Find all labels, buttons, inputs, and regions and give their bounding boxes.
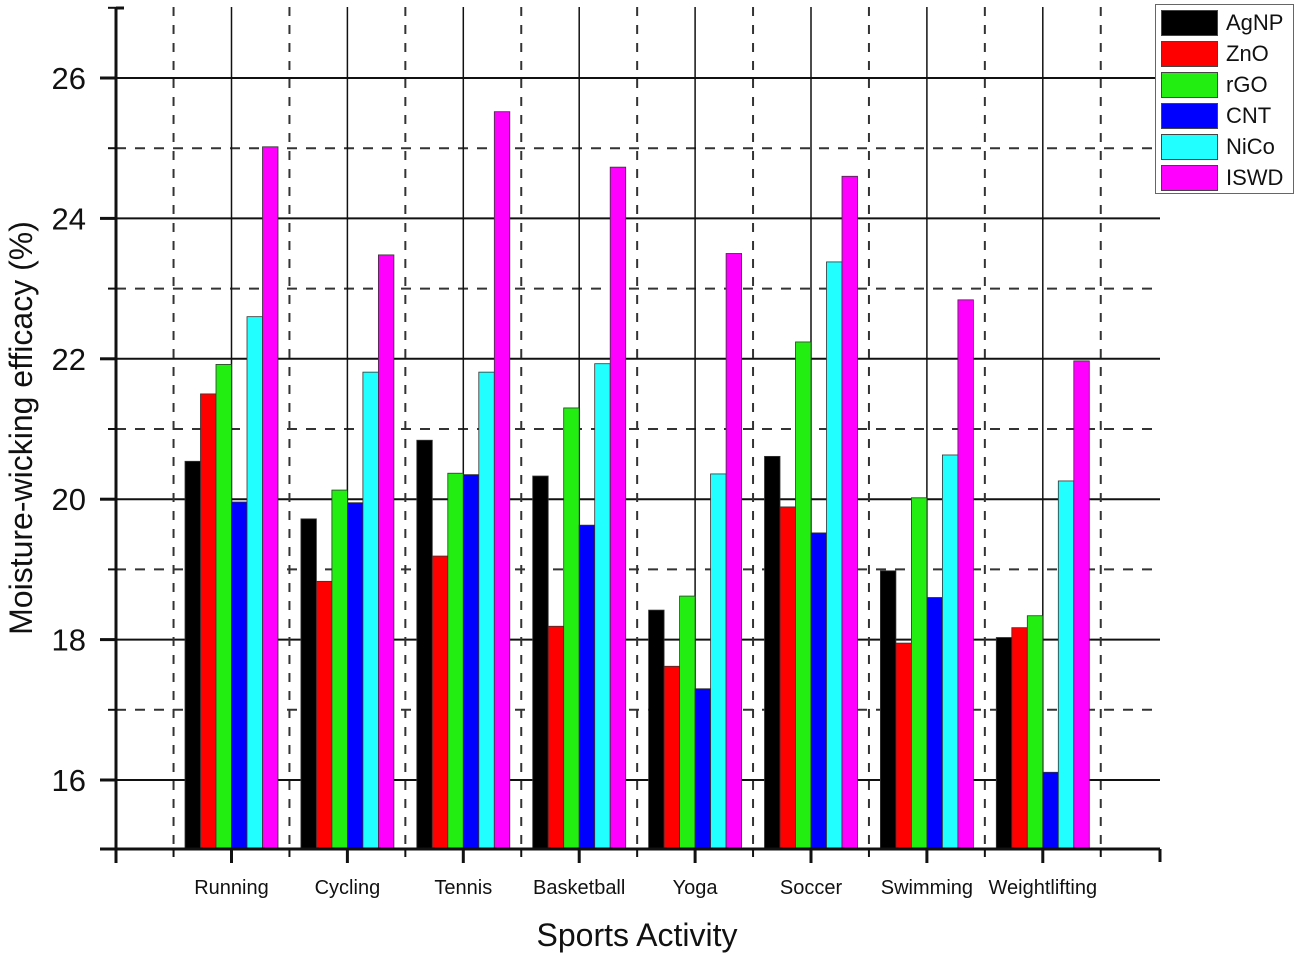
bar-zno-running <box>200 393 217 850</box>
bar-zno-soccer <box>779 506 796 850</box>
bar-agnp-tennis <box>416 439 433 850</box>
legend-swatch <box>1161 165 1218 191</box>
bar-agnp-running <box>184 460 201 850</box>
bars <box>184 111 1090 850</box>
bar-nico-cycling <box>362 371 379 850</box>
y-tick-label: 20 <box>52 482 86 517</box>
bar-nico-basketball <box>594 363 611 850</box>
bar-agnp-yoga <box>648 609 665 850</box>
bar-iswd-cycling <box>377 254 395 850</box>
bar-iswd-running <box>262 146 279 850</box>
bar-rgo-yoga <box>679 595 696 850</box>
legend-item-agnp: AgNP <box>1161 9 1283 37</box>
legend-label: CNT <box>1226 103 1272 128</box>
bar-agnp-cycling <box>300 518 317 850</box>
bar-agnp-weightlifting <box>995 637 1013 850</box>
bar-rgo-swimming <box>911 497 928 850</box>
bar-cnt-basketball <box>578 524 596 850</box>
y-axis-ticks: 16 18 20 22 24 26 <box>52 6 116 798</box>
bar-zno-weightlifting <box>1011 627 1028 850</box>
legend-swatch <box>1161 72 1218 98</box>
y-tick-label: 24 <box>52 201 86 236</box>
bar-iswd-basketball <box>609 166 627 850</box>
legend-item-nico: NiCo <box>1161 133 1275 161</box>
bar-cnt-swimming <box>926 597 943 850</box>
legend-item-zno: ZnO <box>1161 40 1269 68</box>
bar-nico-tennis <box>478 371 495 850</box>
x-tick-label-swimming: Swimming <box>881 877 973 899</box>
bar-cnt-tennis <box>462 474 480 850</box>
bar-agnp-basketball <box>532 475 549 850</box>
bar-zno-yoga <box>663 665 680 850</box>
x-axis-label: Sports Activity <box>537 917 738 953</box>
bar-nico-weightlifting <box>1057 480 1075 850</box>
bar-agnp-soccer <box>764 455 781 850</box>
x-tick-label-soccer: Soccer <box>780 877 843 899</box>
bar-nico-soccer <box>826 261 843 850</box>
legend: AgNP ZnO rGO CNT NiCo ISWD <box>1155 4 1294 194</box>
x-tick-label-basketball: Basketball <box>533 877 625 899</box>
y-tick-label: 26 <box>52 61 86 96</box>
bar-iswd-swimming <box>957 299 974 850</box>
bar-iswd-weightlifting <box>1073 360 1090 850</box>
x-tick-label-running: Running <box>194 877 269 899</box>
bar-zno-cycling <box>315 580 333 850</box>
bar-nico-swimming <box>942 454 959 850</box>
legend-swatch <box>1161 103 1218 129</box>
bar-zno-basketball <box>547 625 565 850</box>
bar-nico-running <box>246 316 263 850</box>
legend-swatch <box>1161 41 1218 67</box>
x-tick-label-tennis: Tennis <box>434 877 492 899</box>
legend-label: AgNP <box>1226 10 1284 35</box>
bar-rgo-cycling <box>331 489 348 850</box>
bar-zno-swimming <box>895 642 912 850</box>
bar-cnt-weightlifting <box>1042 771 1059 850</box>
y-tick-label: 22 <box>52 342 86 377</box>
x-axis-ticks: Running Cycling Tennis Basketball Yoga Soccer… <box>114 849 1102 899</box>
bar-rgo-basketball <box>563 407 580 850</box>
y-axis-label: Moisture-wicking efficacy (%) <box>3 221 39 635</box>
bar-rgo-weightlifting <box>1026 615 1044 850</box>
y-tick-label: 18 <box>52 623 86 658</box>
y-tick-label: 16 <box>52 763 86 798</box>
legend-item-rgo: rGO <box>1161 71 1268 99</box>
x-tick-label-yoga: Yoga <box>673 877 719 899</box>
legend-label: rGO <box>1226 72 1268 97</box>
bar-cnt-cycling <box>346 502 364 850</box>
bar-iswd-yoga <box>725 253 742 850</box>
bar-cnt-yoga <box>694 688 711 850</box>
legend-label: NiCo <box>1226 134 1275 159</box>
bar-nico-yoga <box>710 473 727 850</box>
bar-zno-tennis <box>431 555 449 850</box>
legend-item-iswd: ISWD <box>1161 164 1283 192</box>
bar-cnt-running <box>231 501 248 850</box>
x-tick-label-weightlifting: Weightlifting <box>989 877 1098 899</box>
legend-swatch <box>1161 10 1218 36</box>
legend-swatch <box>1161 134 1218 160</box>
x-tick-label-cycling: Cycling <box>315 877 381 899</box>
bar-iswd-soccer <box>841 175 858 850</box>
bar-rgo-tennis <box>447 472 464 850</box>
legend-label: ZnO <box>1226 41 1269 66</box>
legend-item-cnt: CNT <box>1161 102 1271 130</box>
axes <box>100 6 1162 862</box>
bar-rgo-soccer <box>795 341 812 850</box>
bar-rgo-running <box>215 364 232 850</box>
bar-iswd-tennis <box>493 111 511 850</box>
bar-cnt-soccer <box>810 532 827 850</box>
bar-agnp-swimming <box>880 570 897 850</box>
legend-label: ISWD <box>1226 165 1284 190</box>
